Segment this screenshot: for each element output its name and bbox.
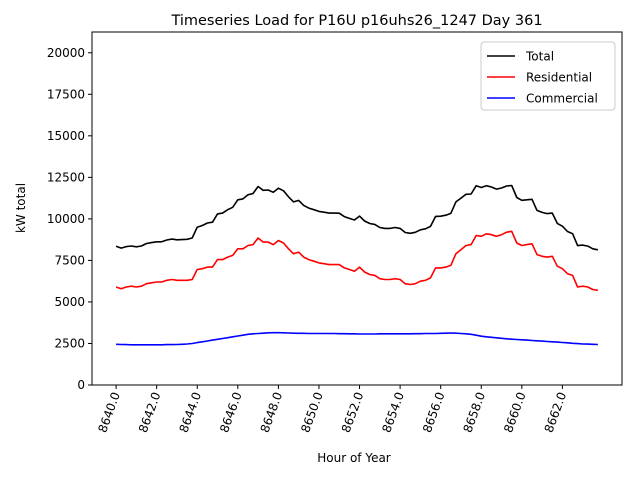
x-tick-label: 8648.0 <box>258 390 286 434</box>
legend: Total Residential Commercial <box>480 41 616 111</box>
y-tick-label: 2500 <box>54 336 85 350</box>
y-axis-label: kW total <box>14 183 28 233</box>
x-tick-label: 8640.0 <box>95 390 123 434</box>
y-tick-label: 5000 <box>54 295 85 309</box>
x-tick-label: 8644.0 <box>177 390 205 434</box>
y-tick-label: 17500 <box>47 87 85 101</box>
legend-label: Commercial <box>526 92 598 106</box>
y-tick-label: 12500 <box>47 170 85 184</box>
chart-title: Timeseries Load for P16U p16uhs26_1247 D… <box>170 13 542 29</box>
x-tick-label: 8656.0 <box>420 390 448 434</box>
series-line-total <box>115 184 599 251</box>
x-tick-label: 8646.0 <box>217 390 245 434</box>
x-tick-label: 8642.0 <box>136 390 164 434</box>
y-tick-label: 7500 <box>54 253 85 267</box>
x-tick-label: 8662.0 <box>542 390 570 434</box>
x-tick-label: 8660.0 <box>501 390 529 434</box>
x-tick-label: 8658.0 <box>461 390 489 434</box>
legend-label: Total <box>525 50 554 64</box>
x-tick-label: 8650.0 <box>298 390 326 434</box>
x-tick-label: 8652.0 <box>339 390 367 434</box>
plot-frame <box>91 31 623 386</box>
series-line-commercial <box>116 331 598 346</box>
legend-label: Residential <box>526 71 592 85</box>
y-tick-label: 20000 <box>47 46 85 60</box>
series-line-residential <box>115 230 599 292</box>
x-axis-label: Hour of Year <box>317 451 391 465</box>
x-tick-label: 8654.0 <box>379 390 407 434</box>
y-tick-label: 15000 <box>47 129 85 143</box>
legend-box <box>480 41 616 111</box>
y-tick-label: 0 <box>77 378 85 392</box>
y-tick-label: 10000 <box>47 212 85 226</box>
